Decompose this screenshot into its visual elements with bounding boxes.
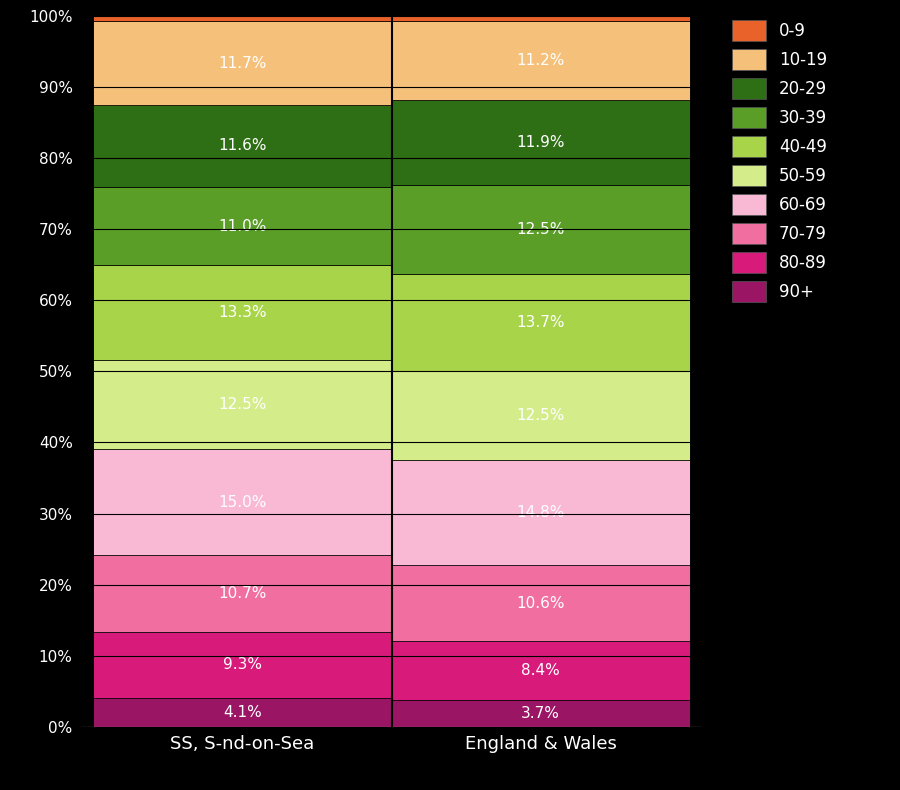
Text: 10.7%: 10.7% bbox=[219, 586, 266, 601]
Bar bbox=[94, 360, 392, 449]
Bar bbox=[392, 641, 689, 701]
Bar bbox=[94, 16, 392, 21]
Text: 13.7%: 13.7% bbox=[517, 315, 565, 330]
Text: 12.5%: 12.5% bbox=[219, 397, 266, 412]
Bar bbox=[392, 100, 689, 185]
Text: 12.5%: 12.5% bbox=[517, 408, 564, 423]
Bar bbox=[392, 21, 689, 100]
Text: 4.1%: 4.1% bbox=[223, 705, 262, 720]
Legend: 0-9, 10-19, 20-29, 30-39, 40-49, 50-59, 60-69, 70-79, 80-89, 90+: 0-9, 10-19, 20-29, 30-39, 40-49, 50-59, … bbox=[729, 17, 831, 305]
Bar bbox=[94, 555, 392, 631]
Text: 8.4%: 8.4% bbox=[521, 663, 560, 678]
Bar bbox=[94, 187, 392, 265]
Bar bbox=[94, 265, 392, 360]
Text: 9.3%: 9.3% bbox=[223, 657, 262, 672]
Bar bbox=[392, 566, 689, 641]
Text: 14.8%: 14.8% bbox=[517, 506, 564, 521]
Text: 3.7%: 3.7% bbox=[521, 706, 560, 721]
Bar bbox=[392, 16, 689, 21]
Text: 11.7%: 11.7% bbox=[219, 55, 266, 70]
Bar bbox=[94, 21, 392, 105]
Bar bbox=[392, 371, 689, 460]
Bar bbox=[392, 185, 689, 274]
Bar bbox=[392, 701, 689, 727]
Bar bbox=[94, 631, 392, 698]
Bar bbox=[392, 274, 689, 371]
Text: 11.2%: 11.2% bbox=[517, 53, 564, 68]
Text: 15.0%: 15.0% bbox=[219, 495, 266, 510]
Bar bbox=[94, 698, 392, 727]
Text: 11.6%: 11.6% bbox=[218, 138, 266, 153]
Text: 12.5%: 12.5% bbox=[517, 222, 564, 237]
Bar bbox=[94, 449, 392, 555]
Text: 11.9%: 11.9% bbox=[517, 135, 565, 150]
Bar bbox=[392, 460, 689, 566]
Text: 11.0%: 11.0% bbox=[219, 219, 266, 234]
Text: 10.6%: 10.6% bbox=[517, 596, 565, 611]
Bar bbox=[94, 104, 392, 187]
Text: 13.3%: 13.3% bbox=[218, 305, 266, 320]
